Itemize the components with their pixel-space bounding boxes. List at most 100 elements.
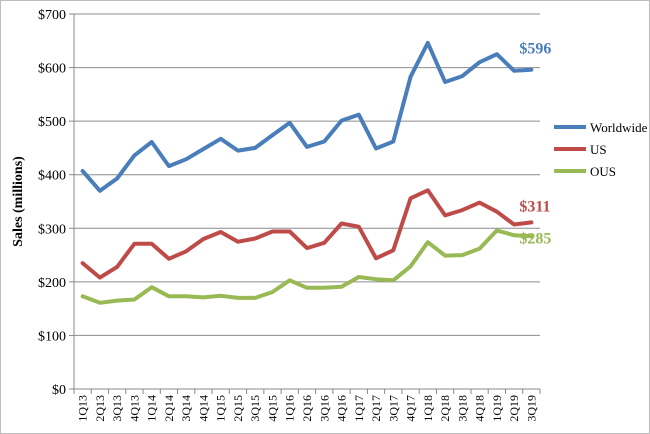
x-tick-label: 3Q19 (524, 395, 538, 422)
x-tick-label: 3Q17 (386, 395, 400, 422)
legend-label: Worldwide (590, 120, 648, 135)
data-point (168, 258, 170, 260)
x-tick-label: 1Q16 (283, 395, 297, 422)
y-tick-label: $400 (38, 169, 66, 184)
legend-label: US (590, 142, 607, 157)
data-point (392, 249, 395, 252)
data-point (271, 291, 274, 293)
series-line-worldwide (80, 40, 534, 193)
data-point (306, 146, 308, 148)
data-point (288, 121, 291, 124)
data-point (375, 147, 377, 150)
y-tick-label: $500 (38, 115, 66, 130)
data-point (271, 230, 274, 233)
x-tick-label: 3Q14 (179, 395, 193, 422)
data-point (513, 234, 515, 237)
x-tick-label: 4Q18 (473, 395, 487, 422)
series-line-us (80, 188, 534, 280)
x-tick-label: 3Q15 (248, 395, 262, 422)
data-point (357, 276, 360, 278)
data-point (81, 170, 84, 172)
data-point (202, 148, 205, 150)
x-tick-label: 4Q16 (335, 395, 349, 422)
data-point (116, 177, 118, 180)
x-tick-label: 2Q16 (300, 395, 314, 422)
data-point (254, 237, 257, 240)
data-point (513, 69, 515, 72)
x-tick-label: 1Q19 (490, 395, 504, 422)
data-point (185, 250, 187, 253)
x-tick-label: 2Q13 (93, 395, 107, 422)
data-point (202, 238, 205, 240)
data-point (81, 295, 84, 298)
data-point (427, 42, 429, 44)
x-tick-label: 1Q14 (145, 395, 159, 422)
data-point (513, 223, 515, 226)
data-point (99, 301, 101, 304)
data-point (357, 225, 360, 228)
x-tick-label: 1Q15 (214, 395, 228, 422)
data-point (323, 140, 326, 143)
data-point (461, 254, 464, 256)
data-point (409, 265, 412, 268)
data-point (202, 296, 205, 299)
x-tick-label: 2Q18 (438, 395, 452, 422)
data-point (323, 241, 326, 244)
data-point (530, 68, 533, 71)
series-line-ous (80, 228, 534, 305)
data-point (530, 235, 533, 238)
data-point (306, 247, 308, 249)
data-point (168, 165, 170, 167)
y-tick-label: $300 (38, 222, 66, 237)
data-point (392, 279, 395, 282)
data-point (323, 286, 326, 289)
data-point (150, 243, 153, 245)
x-tick-label: 1Q17 (352, 395, 366, 422)
data-point (254, 297, 257, 299)
data-point (496, 229, 498, 232)
data-point (427, 189, 429, 192)
data-point (237, 240, 239, 243)
data-point (150, 141, 153, 143)
x-tick-label: 4Q14 (196, 395, 210, 422)
data-point (375, 257, 377, 260)
data-point (392, 140, 395, 143)
x-tick-label: 2Q15 (231, 395, 245, 422)
data-point (288, 279, 291, 282)
data-point (340, 222, 343, 225)
y-tick-label: $100 (38, 329, 66, 344)
data-point (185, 158, 187, 160)
data-point (357, 113, 360, 116)
x-tick-label: 3Q13 (110, 395, 124, 422)
y-tick-label: $200 (38, 276, 66, 291)
data-point (237, 149, 239, 152)
data-point (340, 285, 343, 288)
x-tick-label: 1Q18 (421, 395, 435, 422)
data-point (478, 61, 481, 64)
data-point (461, 75, 464, 77)
data-point (496, 210, 498, 213)
data-point (461, 209, 464, 211)
data-point (530, 221, 533, 224)
end-value-label-us: $311 (519, 198, 550, 215)
data-point (237, 297, 239, 299)
data-point (99, 189, 101, 192)
data-point (219, 294, 222, 297)
data-point (306, 286, 308, 289)
data-point (254, 147, 257, 149)
y-tick-label: $0 (52, 383, 66, 398)
x-tick-label: 4Q15 (265, 395, 279, 422)
data-point (116, 266, 118, 268)
x-tick-label: 1Q13 (76, 395, 90, 422)
y-axis-title: Sales (millions) (11, 156, 26, 247)
x-tick-label: 2Q14 (162, 395, 176, 422)
data-point (271, 134, 274, 136)
y-tick-label: $600 (38, 62, 66, 77)
data-point (375, 278, 377, 280)
data-point (288, 230, 291, 233)
data-point (219, 138, 222, 140)
data-point (81, 262, 84, 264)
data-point (444, 254, 446, 257)
